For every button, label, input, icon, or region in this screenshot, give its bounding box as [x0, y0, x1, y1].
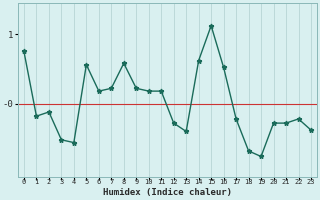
X-axis label: Humidex (Indice chaleur): Humidex (Indice chaleur): [103, 188, 232, 197]
